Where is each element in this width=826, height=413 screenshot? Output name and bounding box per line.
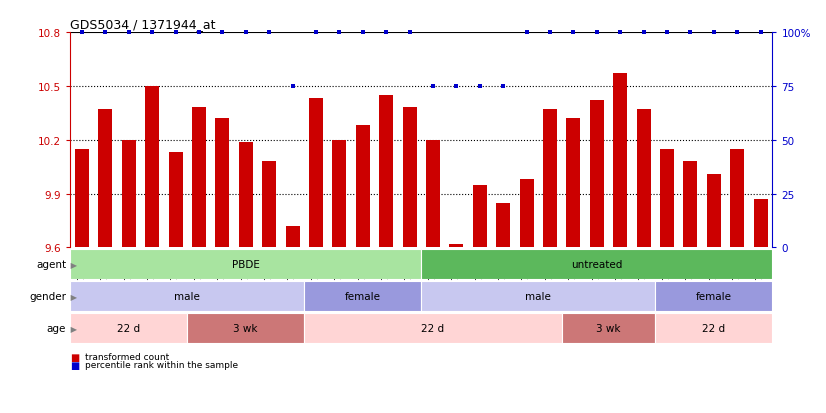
Text: age: age [47, 323, 66, 333]
Text: untreated: untreated [571, 260, 623, 270]
Bar [496, 203, 510, 248]
Text: ▶: ▶ [68, 260, 77, 269]
Bar [192, 108, 206, 248]
Text: GDS5034 / 1371944_at: GDS5034 / 1371944_at [70, 17, 216, 31]
Text: agent: agent [36, 260, 66, 270]
Bar [567, 119, 581, 248]
Text: 22 d: 22 d [421, 323, 444, 333]
Bar [309, 99, 323, 248]
Bar [304, 282, 421, 311]
Bar [543, 110, 557, 248]
Text: gender: gender [29, 292, 66, 301]
Bar [683, 162, 697, 248]
Text: female: female [344, 292, 381, 301]
Text: 22 d: 22 d [117, 323, 140, 333]
Bar [707, 174, 721, 248]
Text: ■: ■ [70, 360, 79, 370]
Bar [332, 140, 346, 248]
Text: female: female [695, 292, 732, 301]
Text: 22 d: 22 d [702, 323, 725, 333]
Bar [379, 96, 393, 248]
Bar [426, 140, 440, 248]
Bar [753, 199, 767, 248]
Bar [286, 226, 300, 248]
Bar [655, 313, 772, 343]
Bar [70, 250, 421, 280]
Bar [70, 313, 188, 343]
Bar [472, 185, 487, 248]
Bar [304, 313, 562, 343]
Text: ■: ■ [70, 352, 79, 362]
Text: percentile rank within the sample: percentile rank within the sample [85, 361, 238, 370]
Bar [121, 140, 135, 248]
Bar [98, 110, 112, 248]
Bar [356, 126, 370, 248]
Text: transformed count: transformed count [85, 352, 169, 361]
Bar [660, 150, 674, 248]
Bar [590, 101, 604, 248]
Bar [402, 108, 416, 248]
Bar [188, 313, 304, 343]
Bar [70, 282, 304, 311]
Text: ▶: ▶ [68, 324, 77, 333]
Bar [655, 282, 772, 311]
Bar [613, 74, 627, 248]
Text: 3 wk: 3 wk [234, 323, 258, 333]
Bar [145, 87, 159, 248]
Bar [562, 313, 655, 343]
Bar [239, 142, 253, 248]
Text: male: male [174, 292, 200, 301]
Text: PBDE: PBDE [232, 260, 259, 270]
Text: 3 wk: 3 wk [596, 323, 620, 333]
Bar [449, 244, 463, 248]
Bar [421, 250, 772, 280]
Bar [216, 119, 230, 248]
Bar [75, 150, 89, 248]
Bar [262, 162, 276, 248]
Bar [421, 282, 655, 311]
Bar [169, 153, 183, 248]
Bar [637, 110, 651, 248]
Bar [520, 180, 534, 248]
Bar [730, 150, 744, 248]
Text: male: male [525, 292, 551, 301]
Text: ▶: ▶ [68, 292, 77, 301]
